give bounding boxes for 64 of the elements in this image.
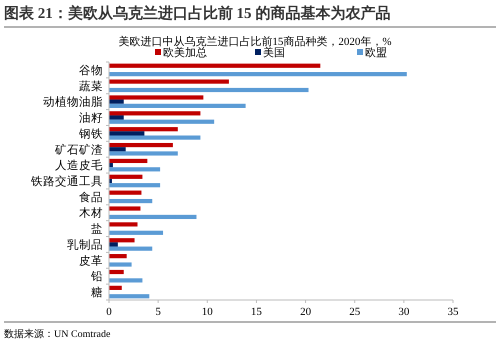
bar [109, 72, 407, 76]
bar [109, 246, 152, 251]
x-tick-label: 0 [106, 306, 112, 318]
y-tick-label: 蔬菜 [79, 80, 103, 93]
bar [109, 262, 132, 267]
bar [109, 214, 196, 220]
y-tick-label: 铁路交通工具 [30, 174, 103, 188]
x-tick-label: 5 [155, 306, 162, 318]
bar [109, 80, 229, 84]
x-tick-label: 10 [202, 306, 214, 318]
legend-label: 欧美加总 [163, 46, 207, 59]
bar [109, 174, 142, 179]
bar [109, 100, 124, 104]
y-tick-label: 矿石矿渣 [54, 142, 103, 156]
x-tick-label: 15 [250, 306, 262, 318]
bar [109, 167, 160, 172]
bar [109, 270, 124, 274]
bar [109, 64, 320, 68]
bar [109, 198, 152, 204]
y-tick-label: 动植物油脂 [43, 96, 103, 109]
bar [109, 230, 164, 235]
bar [109, 111, 200, 116]
bar [109, 242, 118, 247]
x-tick-label: 25 [349, 306, 361, 318]
source-note: 数据来源：UN Comtrade [4, 328, 111, 340]
y-tick-label: 皮革 [79, 254, 103, 268]
bar [109, 294, 150, 298]
bar [109, 136, 200, 140]
y-tick-label: 盐 [91, 222, 103, 236]
bar [109, 88, 309, 92]
chart-title: 图表 21：美欧从乌克兰进口占比前 15 的商品基本为农产品 [4, 4, 390, 22]
legend-label: 美国 [263, 46, 285, 59]
bar [109, 142, 173, 148]
bar [109, 190, 142, 195]
bar [109, 127, 178, 132]
y-tick-label: 谷物 [79, 64, 103, 77]
bar [109, 286, 122, 290]
bar [109, 222, 138, 226]
bar [109, 147, 126, 152]
y-tick-label: 糖 [91, 285, 103, 300]
y-tick-label: 油籽 [79, 112, 103, 125]
bar [109, 183, 160, 188]
bar [109, 206, 140, 211]
y-tick-label: 人造皮毛 [55, 158, 103, 172]
legend-label: 欧盟 [365, 47, 387, 59]
chart-subtitle: 美欧进口中从乌克兰进口占比前15商品种类，2020年，% [118, 35, 392, 48]
bar [109, 254, 127, 258]
bar [109, 278, 142, 282]
y-tick-label: 铅 [90, 270, 103, 284]
y-tick-label: 食品 [79, 190, 103, 204]
x-tick-label: 35 [448, 306, 459, 318]
x-tick-label: 30 [398, 306, 410, 318]
x-tick-label: 20 [300, 306, 312, 318]
bar [109, 95, 204, 100]
bar [109, 238, 135, 242]
bar [109, 158, 148, 164]
bar [109, 120, 214, 124]
bar [109, 151, 178, 156]
bar [109, 104, 246, 108]
bar [109, 115, 124, 120]
y-tick-label: 乳制品 [67, 238, 103, 252]
bar [109, 131, 144, 136]
y-tick-label: 钢铁 [78, 127, 103, 140]
y-tick-label: 木材 [79, 206, 103, 220]
